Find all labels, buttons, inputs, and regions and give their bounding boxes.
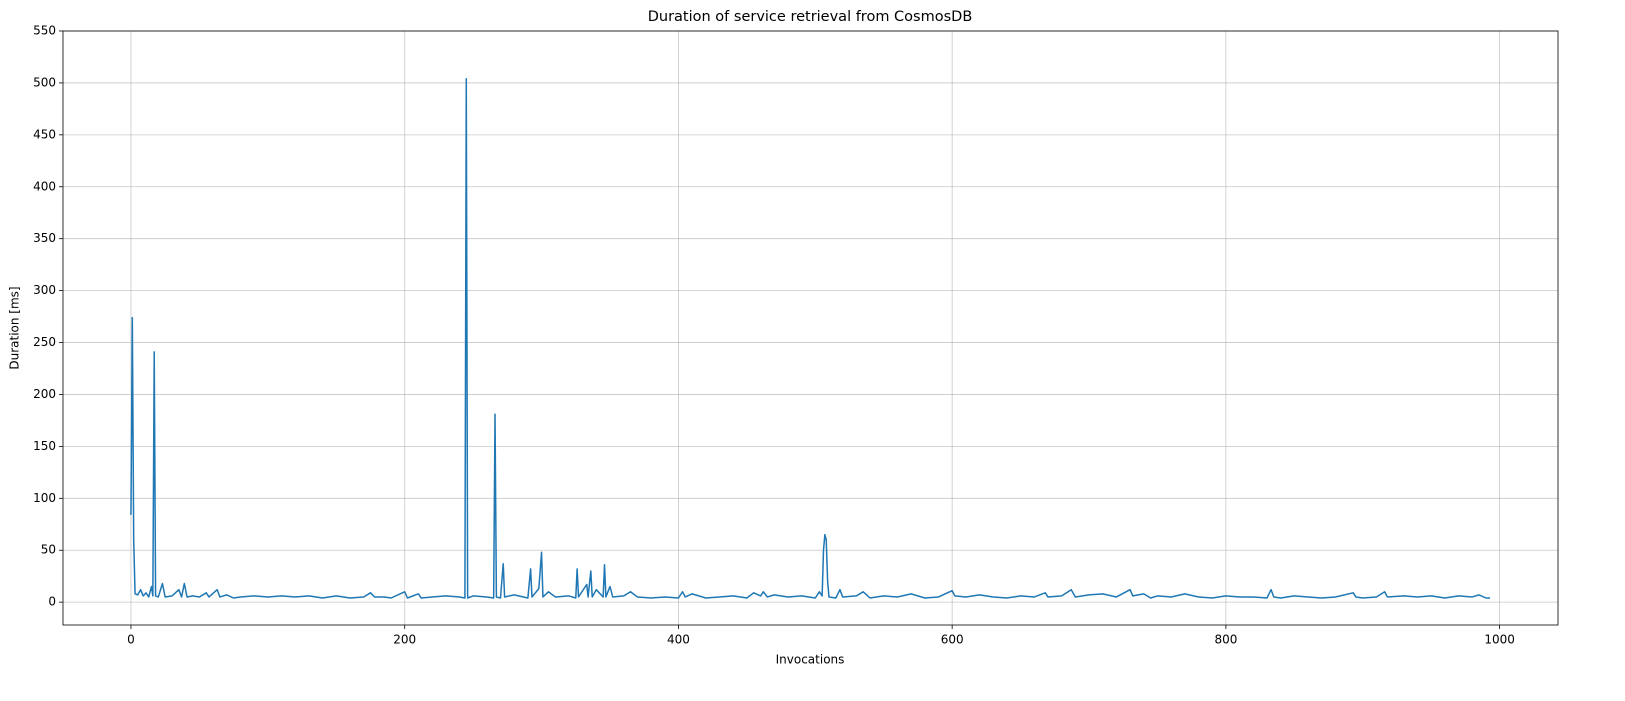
y-tick-label: 400 <box>33 179 56 193</box>
data-line <box>130 78 1491 599</box>
y-tick-label: 350 <box>33 231 56 245</box>
y-tick-label: 550 <box>33 24 56 38</box>
y-tick-label: 300 <box>33 283 56 297</box>
y-tick-label: 450 <box>33 127 56 141</box>
y-tick-label: 500 <box>33 75 56 89</box>
y-axis-label: Duration [ms] <box>8 286 22 369</box>
y-tick-label: 150 <box>33 439 56 453</box>
x-tick-label: 1000 <box>1484 633 1515 647</box>
y-tick-label: 200 <box>33 387 56 401</box>
y-tick-label: 50 <box>41 543 56 557</box>
chart-title: Duration of service retrieval from Cosmo… <box>648 9 973 25</box>
plot-frame <box>62 30 1559 626</box>
y-tick-label: 0 <box>48 595 56 609</box>
y-tick-label: 250 <box>33 335 56 349</box>
x-tick-label: 0 <box>127 633 135 647</box>
x-tick-label: 200 <box>393 633 416 647</box>
x-tick-label: 800 <box>1214 633 1237 647</box>
x-axis-label: Invocations <box>776 653 845 667</box>
x-tick-label: 400 <box>667 633 690 647</box>
y-tick-label: 100 <box>33 491 56 505</box>
x-tick-label: 600 <box>941 633 964 647</box>
